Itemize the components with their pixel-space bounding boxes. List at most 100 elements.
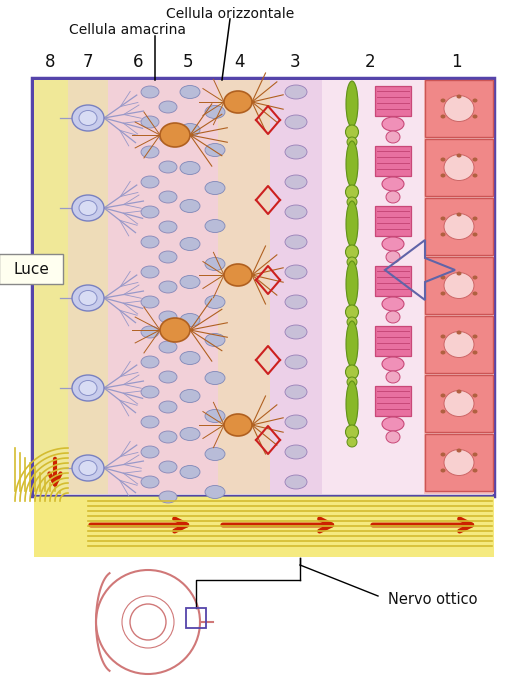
Ellipse shape	[72, 375, 104, 401]
Ellipse shape	[72, 455, 104, 481]
Ellipse shape	[205, 105, 225, 118]
Bar	[270, 80, 322, 494]
Ellipse shape	[386, 251, 400, 263]
Ellipse shape	[285, 85, 307, 99]
Ellipse shape	[72, 195, 104, 221]
Ellipse shape	[180, 390, 200, 403]
Ellipse shape	[440, 216, 445, 220]
Ellipse shape	[346, 425, 358, 439]
Ellipse shape	[180, 199, 200, 212]
Ellipse shape	[79, 460, 97, 475]
Ellipse shape	[160, 318, 190, 342]
Ellipse shape	[347, 137, 357, 147]
Ellipse shape	[205, 220, 225, 233]
Ellipse shape	[440, 409, 445, 413]
Ellipse shape	[205, 371, 225, 384]
Ellipse shape	[141, 146, 159, 158]
Ellipse shape	[141, 206, 159, 218]
Bar	[375, 86, 411, 116]
Ellipse shape	[347, 437, 357, 447]
Ellipse shape	[224, 264, 252, 286]
Ellipse shape	[382, 297, 404, 311]
Ellipse shape	[79, 381, 97, 396]
Ellipse shape	[457, 212, 462, 216]
Ellipse shape	[382, 417, 404, 431]
Ellipse shape	[285, 295, 307, 309]
Ellipse shape	[457, 95, 462, 99]
Bar	[375, 386, 411, 416]
Bar	[108, 80, 218, 494]
Ellipse shape	[472, 216, 477, 220]
Ellipse shape	[472, 158, 477, 162]
Ellipse shape	[205, 143, 225, 156]
Ellipse shape	[180, 162, 200, 175]
Ellipse shape	[440, 452, 445, 456]
Ellipse shape	[444, 449, 474, 475]
Ellipse shape	[159, 101, 177, 113]
Ellipse shape	[472, 335, 477, 339]
Ellipse shape	[205, 333, 225, 347]
Ellipse shape	[285, 175, 307, 189]
Ellipse shape	[159, 221, 177, 233]
Text: Cellula amacrina: Cellula amacrina	[70, 23, 186, 37]
Ellipse shape	[180, 313, 200, 326]
Ellipse shape	[386, 191, 400, 203]
Ellipse shape	[457, 390, 462, 394]
Ellipse shape	[141, 176, 159, 188]
Ellipse shape	[472, 99, 477, 103]
Ellipse shape	[444, 273, 474, 299]
Ellipse shape	[440, 158, 445, 162]
Ellipse shape	[346, 125, 358, 139]
Ellipse shape	[72, 285, 104, 311]
Ellipse shape	[160, 123, 190, 147]
Ellipse shape	[440, 114, 445, 118]
Text: 7: 7	[83, 53, 93, 71]
Bar	[32, 78, 494, 496]
Ellipse shape	[472, 394, 477, 398]
Ellipse shape	[285, 445, 307, 459]
Ellipse shape	[346, 365, 358, 379]
Ellipse shape	[346, 305, 358, 319]
Ellipse shape	[440, 173, 445, 177]
Bar	[34, 496, 494, 498]
Ellipse shape	[72, 105, 104, 131]
Ellipse shape	[472, 292, 477, 296]
Ellipse shape	[224, 91, 252, 113]
Ellipse shape	[285, 325, 307, 339]
Ellipse shape	[159, 431, 177, 443]
Ellipse shape	[386, 371, 400, 383]
Ellipse shape	[159, 251, 177, 263]
Ellipse shape	[159, 191, 177, 203]
Ellipse shape	[457, 154, 462, 158]
Ellipse shape	[386, 311, 400, 323]
Bar	[425, 375, 493, 432]
Ellipse shape	[159, 371, 177, 383]
Ellipse shape	[141, 86, 159, 98]
Ellipse shape	[285, 475, 307, 489]
Ellipse shape	[285, 145, 307, 159]
Bar	[218, 80, 270, 494]
Ellipse shape	[444, 95, 474, 122]
Bar	[425, 198, 493, 255]
Bar	[375, 146, 411, 176]
FancyBboxPatch shape	[0, 254, 63, 284]
Ellipse shape	[285, 115, 307, 129]
Ellipse shape	[346, 81, 358, 127]
Ellipse shape	[141, 356, 159, 368]
Ellipse shape	[440, 292, 445, 296]
Text: 6: 6	[133, 53, 143, 71]
Ellipse shape	[205, 296, 225, 309]
Ellipse shape	[386, 431, 400, 443]
Text: Cellula orizzontale: Cellula orizzontale	[166, 7, 294, 21]
Text: Nervo ottico: Nervo ottico	[388, 592, 477, 607]
Ellipse shape	[347, 377, 357, 387]
Text: 3: 3	[290, 53, 300, 71]
Bar	[322, 80, 424, 494]
Ellipse shape	[457, 271, 462, 275]
Text: Luce: Luce	[13, 262, 49, 277]
Ellipse shape	[444, 214, 474, 239]
Ellipse shape	[444, 332, 474, 358]
Ellipse shape	[180, 352, 200, 364]
Ellipse shape	[346, 201, 358, 247]
Ellipse shape	[472, 409, 477, 413]
